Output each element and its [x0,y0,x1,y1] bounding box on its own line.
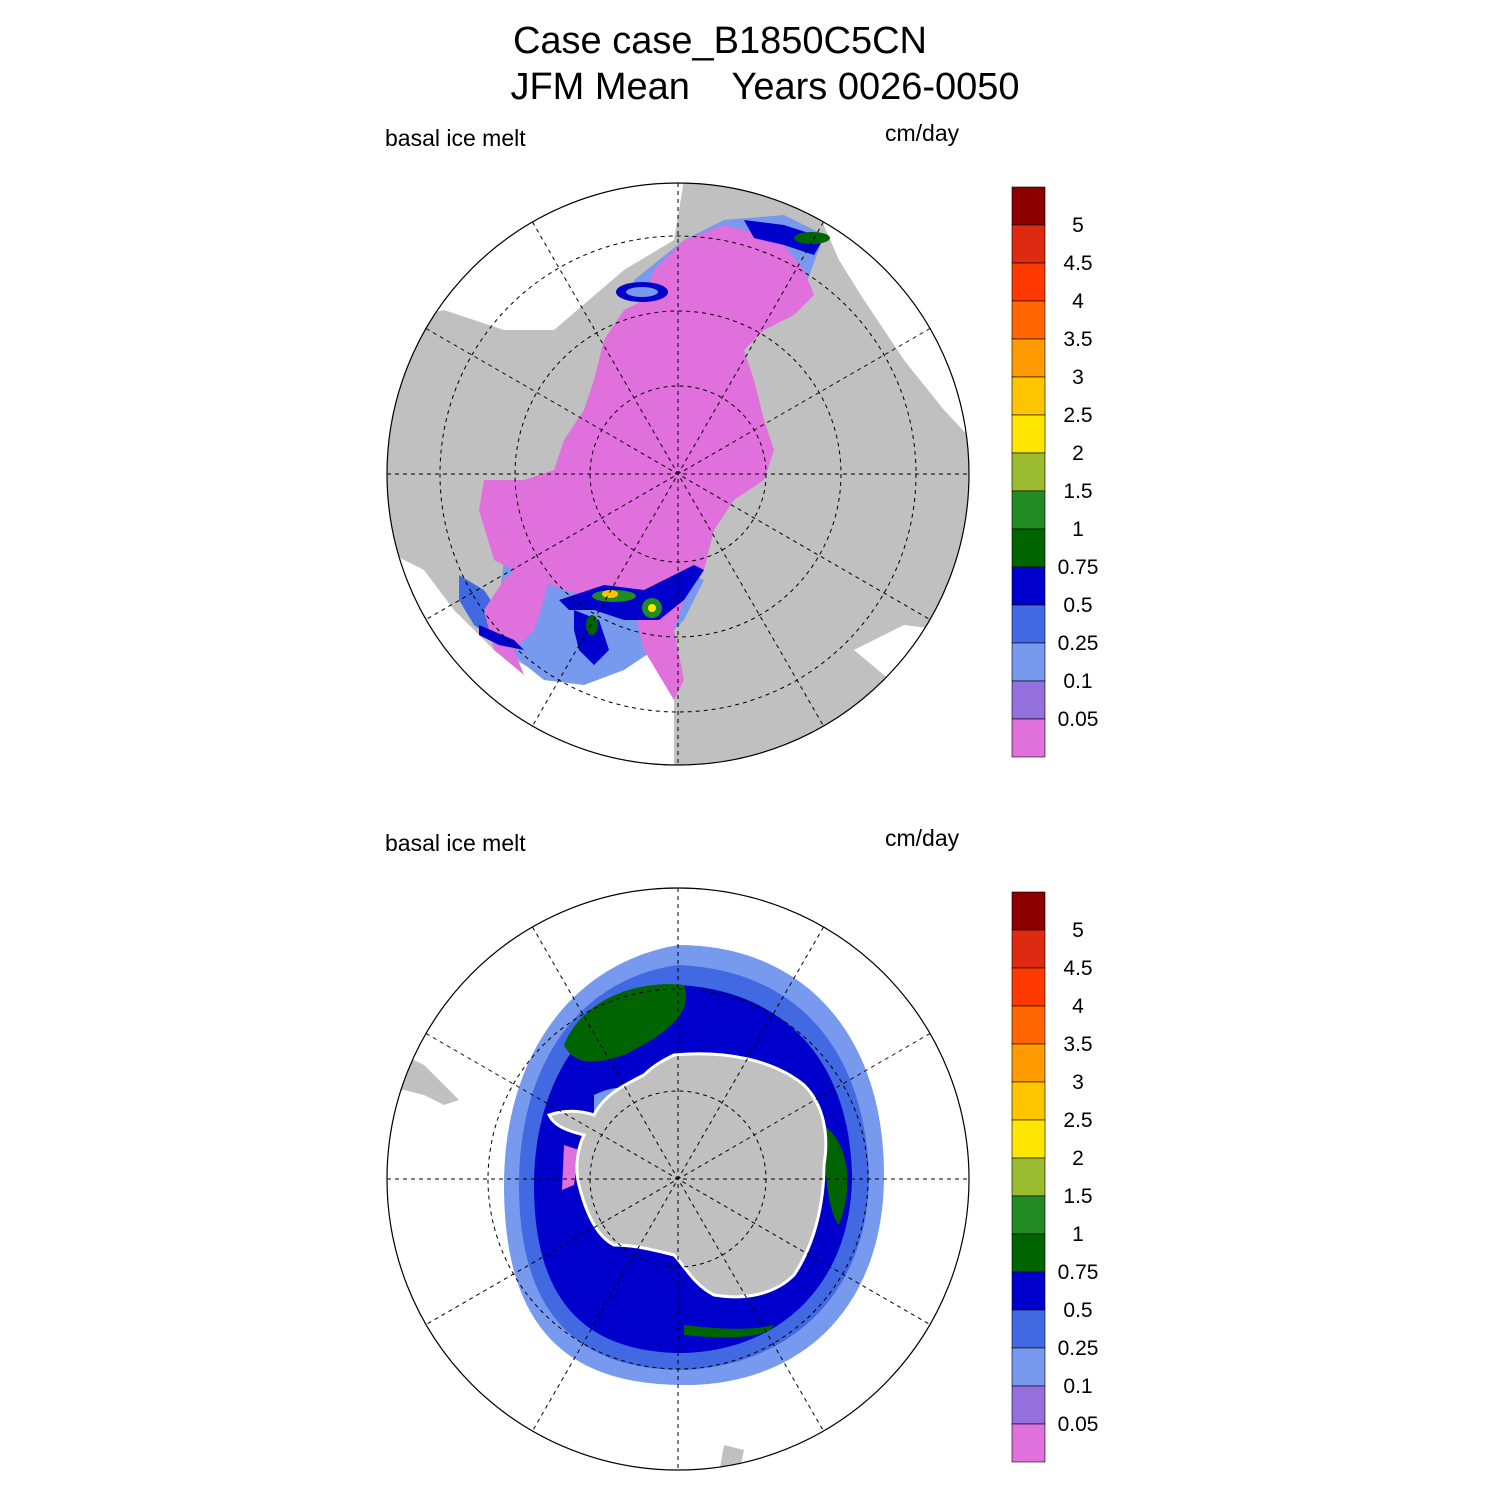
bering-sea-ice [714,235,804,315]
map-boundary [386,182,970,766]
colorbar-top: 5 4.5 4 3.5 3 2.5 2 1.5 1 0.75 0.5 0.25 0.1 0.05 [1011,186,1099,758]
colorbar-swatch [1011,1385,1046,1425]
colorbar-swatch [1011,929,1046,969]
colorbar-swatch [1011,1423,1046,1463]
colorbar-swatch [1011,1347,1046,1387]
panel-top-variable-label: basal ice melt [385,125,526,151]
colorbar-level-label: 3.5 [1063,1033,1092,1056]
colorbar-swatch [1011,262,1046,302]
colorbar-level-label: 1.5 [1063,480,1092,503]
antarctic-polar-map [386,887,970,1471]
colorbar-level-label: 5 [1072,919,1084,942]
colorbar-swatch [1011,528,1046,568]
colorbar-level-label: 0.5 [1063,594,1092,617]
colorbar-level-label: 4 [1072,995,1084,1018]
graticule [387,183,969,765]
colorbar-level-label: 2 [1072,1147,1084,1170]
colorbar-swatch [1011,891,1046,931]
colorbar-level-label: 0.25 [1058,632,1099,655]
figure-title-line2: JFM Mean Years 0026-0050 [510,66,1020,108]
colorbar-swatch [1011,1309,1046,1349]
arctic-sea-ice [479,225,814,700]
figure-title-line1: Case case_B1850C5CN [512,20,927,62]
colorbar-level-label: 4 [1072,290,1084,313]
colorbar-swatch [1011,1195,1046,1235]
colorbar-level-label: 0.75 [1058,556,1099,579]
barents-melt-peak [602,590,618,598]
svalbard-melt-peak [648,604,656,612]
colorbar-swatch [1011,1119,1046,1159]
weddell-melt-core [564,984,686,1062]
colorbar-swatch [1011,1271,1046,1311]
ross-sea-melt-core [684,1325,774,1338]
colorbar-swatch [1011,300,1046,340]
colorbar-swatch [1011,186,1046,226]
colorbar-swatch [1011,452,1046,492]
colorbar-level-label: 2.5 [1063,1109,1092,1132]
colorbar-level-label: 0.5 [1063,1299,1092,1322]
panel-bottom-units-label: cm/day [885,825,960,851]
colorbar-level-label: 0.25 [1058,1337,1099,1360]
colorbar-level-label: 3 [1072,366,1084,389]
indian-ocean-melt-core [824,1125,848,1225]
greenland-sea-melt [574,610,609,665]
colorbar-swatch [1011,338,1046,378]
colorbar-level-label: 1.5 [1063,1185,1092,1208]
colorbar-swatch [1011,1043,1046,1083]
colorbar-level-label: 5 [1072,214,1084,237]
colorbar-swatch [1011,224,1046,264]
panel-top-units-label: cm/day [885,120,960,146]
colorbar-swatch [1011,680,1046,720]
colorbar-level-label: 0.1 [1063,670,1092,693]
colorbar-level-label: 0.75 [1058,1261,1099,1284]
okhotsk-melt-core [794,232,830,244]
map-boundary [386,887,970,1471]
greenland-sea-ice [484,485,589,675]
colorbar-swatch [1011,1081,1046,1121]
colorbar-swatch [1011,566,1046,606]
greenland-sea-melt-core [586,615,598,635]
colorbar-swatch [1011,414,1046,454]
colorbar-level-label: 4.5 [1063,957,1092,980]
colorbar-swatch [1011,1157,1046,1197]
colorbar-level-label: 2.5 [1063,404,1092,427]
colorbar-swatch [1011,1005,1046,1045]
colorbar-level-label: 1 [1072,1223,1084,1246]
colorbar-level-label: 0.1 [1063,1375,1092,1398]
antarctica-landmass [546,1052,828,1299]
colorbar-level-label: 1 [1072,518,1084,541]
colorbar-swatch [1011,1233,1046,1273]
colorbar-level-label: 3.5 [1063,328,1092,351]
colorbar-swatch [1011,967,1046,1007]
colorbar-swatch [1011,604,1046,644]
colorbar-level-label: 2 [1072,442,1084,465]
colorbar-level-label: 4.5 [1063,252,1092,275]
graticule [387,888,969,1470]
okhotsk-melt-band [744,220,824,255]
colorbar-swatch [1011,376,1046,416]
colorbar-bottom: 5 4.5 4 3.5 3 2.5 2 1.5 1 0.75 0.5 0.25 0.1 0.05 [1011,891,1099,1463]
colorbar-level-label: 0.05 [1058,708,1099,731]
colorbar-level-label: 0.05 [1058,1413,1099,1436]
panel-bottom-variable-label: basal ice melt [385,830,526,856]
labrador-melt-band [479,625,524,650]
colorbar-swatch [1011,642,1046,682]
colorbar-swatch [1011,490,1046,530]
colorbar-level-label: 3 [1072,1071,1084,1094]
colorbar-swatch [1011,718,1046,758]
arctic-polar-map [386,182,970,766]
bering-melt-inner [626,287,658,297]
